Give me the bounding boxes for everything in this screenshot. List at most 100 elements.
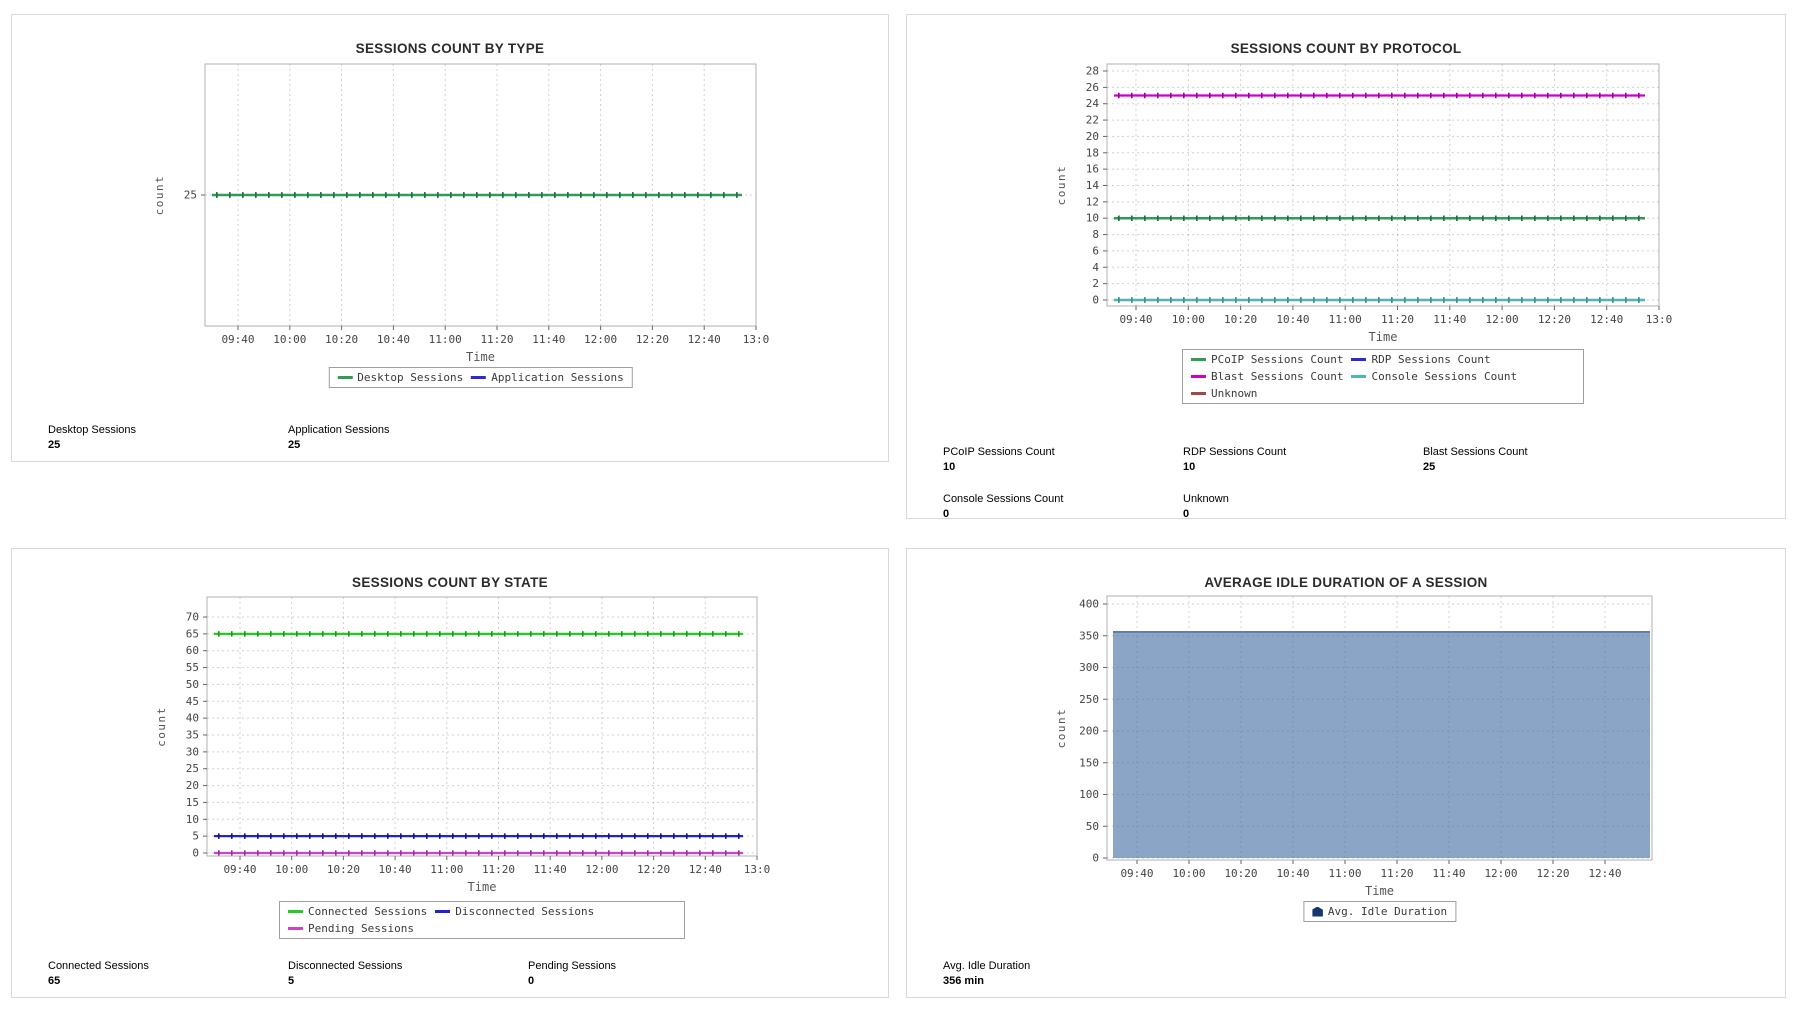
summary-stat-label: Pending Sessions (528, 960, 617, 972)
summary-stat: RDP Sessions Count 10 (1183, 445, 1423, 474)
x-axis-tick-label: 12:40 (1588, 867, 1621, 880)
summary-stat-label: RDP Sessions Count (1183, 446, 1287, 458)
x-axis-tick-label: 10:20 (1224, 313, 1257, 326)
legend-line-swatch (435, 910, 451, 913)
x-axis-tick-label: 10:40 (1276, 867, 1309, 880)
summary-stat-label: Disconnected Sessions (288, 960, 403, 972)
x-axis-tick-label: 12:00 (584, 333, 617, 346)
legend-line-swatch (471, 376, 487, 379)
y-axis-tick-label: 24 (1086, 97, 1100, 110)
legend-item: Avg. Idle Duration (1311, 905, 1447, 918)
y-axis-tick-label: 5 (192, 830, 199, 843)
chart-legend: Connected Sessions Disconnected Sessions P… (279, 901, 685, 939)
summary-stat-label: Blast Sessions Count (1423, 446, 1528, 458)
legend-line-swatch (1191, 358, 1206, 361)
summary-stat: Connected Sessions 65 (48, 959, 288, 988)
summary-stat: Blast Sessions Count 25 (1423, 445, 1663, 474)
y-axis-tick-label: 30 (186, 745, 199, 758)
x-axis-tick-label: 12:40 (1590, 313, 1623, 326)
x-axis-tick-label: 12:00 (1486, 313, 1519, 326)
y-axis-tick-label: 16 (1086, 163, 1099, 176)
summary-stat-value: 356 min (943, 975, 984, 987)
chart-legend: Avg. Idle Duration (1302, 901, 1457, 922)
axis-label-count: count (1055, 165, 1068, 206)
y-axis-tick-label: 6 (1092, 244, 1099, 257)
x-axis-tick-label: 09:40 (1119, 313, 1152, 326)
summary-stat: Unknown 0 (1183, 492, 1423, 521)
x-axis-tick-label: 12:00 (1484, 867, 1517, 880)
y-axis-tick-label: 0 (1092, 294, 1099, 307)
chart-summary: Connected Sessions 65 Disconnected Session… (48, 959, 872, 988)
legend-label: Connected Sessions (308, 905, 428, 918)
x-axis-tick-label: 10:00 (1172, 313, 1205, 326)
legend-item: Desktop Sessions (337, 371, 463, 384)
x-axis-tick-label: 12:40 (688, 333, 721, 346)
legend-item: Console Sessions Count (1351, 370, 1517, 383)
summary-stat-value: 5 (288, 975, 295, 987)
y-axis-tick-label: 2 (1092, 277, 1099, 290)
y-axis-tick-label: 0 (1092, 852, 1099, 865)
axis-label-time: Time (1369, 330, 1398, 344)
x-axis-tick-label: 12:20 (1538, 313, 1571, 326)
x-axis-tick-label: 10:40 (379, 863, 412, 876)
y-axis-tick-label: 350 (1079, 629, 1099, 642)
y-axis-tick-label: 25 (186, 762, 199, 775)
axis-label-count: count (153, 175, 166, 216)
summary-stat-value: 65 (48, 975, 61, 987)
chart-summary: Avg. Idle Duration 356 min (943, 959, 1769, 988)
x-axis-tick-label: 12:20 (636, 333, 669, 346)
series-area-avg-idle-duration (1113, 631, 1650, 858)
y-axis-tick-label: 14 (1086, 179, 1100, 192)
summary-stat-value: 10 (1183, 461, 1196, 473)
y-axis-tick-label: 65 (186, 627, 199, 640)
summary-stat: PCoIP Sessions Count 10 (943, 445, 1183, 474)
legend-item: RDP Sessions Count (1351, 353, 1491, 366)
legend-label: Disconnected Sessions (455, 905, 595, 918)
x-axis-tick-label: 11:00 (430, 863, 463, 876)
x-axis-tick-label: 11:00 (1328, 867, 1361, 880)
x-axis-tick-label: 10:20 (327, 863, 360, 876)
legend-label: Blast Sessions Count (1211, 370, 1344, 383)
summary-stat: Pending Sessions 0 (528, 959, 768, 988)
x-axis-tick-label: 10:40 (1276, 313, 1309, 326)
legend-line-swatch (1191, 375, 1206, 378)
x-axis-tick-label: 10:00 (1172, 867, 1205, 880)
x-axis-tick-label: 10:00 (273, 333, 306, 346)
legend-area-icon (1311, 906, 1323, 917)
summary-stat: Console Sessions Count 0 (943, 492, 1183, 521)
y-axis-tick-label: 300 (1079, 661, 1099, 674)
axis-label-time: Time (468, 880, 497, 894)
x-axis-tick-label: 10:40 (377, 333, 410, 346)
x-axis-tick-label: 09:40 (221, 333, 254, 346)
axis-label-time: Time (466, 350, 495, 364)
summary-stat-value: 25 (1423, 461, 1436, 473)
legend-line-swatch (288, 910, 303, 913)
x-axis-tick-label: 11:40 (1433, 313, 1466, 326)
y-axis-tick-label: 50 (186, 678, 199, 691)
legend-label: PCoIP Sessions Count (1211, 353, 1344, 366)
plot-border (1106, 595, 1653, 861)
y-axis-tick-label: 25 (184, 189, 197, 202)
chart-legend: PCoIP Sessions Count RDP Sessions Count Bl… (1182, 349, 1584, 404)
y-axis-tick-label: 4 (1092, 261, 1099, 274)
x-axis-tick-label: 10:00 (275, 863, 308, 876)
legend-label: Desktop Sessions (357, 371, 464, 384)
x-axis-tick-label: 11:00 (429, 333, 462, 346)
y-axis-tick-label: 22 (1086, 114, 1099, 127)
x-axis-tick-label: 11:20 (1380, 867, 1413, 880)
summary-stat-value: 0 (1183, 508, 1190, 520)
y-axis-tick-label: 12 (1086, 195, 1099, 208)
axis-label-count: count (1055, 708, 1068, 749)
x-axis-tick-label: 13:0 (1646, 313, 1673, 326)
summary-stat: Avg. Idle Duration 356 min (943, 959, 1183, 988)
y-axis-tick-label: 45 (186, 695, 199, 708)
x-axis-tick-label: 11:00 (1329, 313, 1362, 326)
legend-item: Connected Sessions (288, 905, 427, 918)
y-axis-tick-label: 200 (1079, 725, 1099, 738)
summary-stat-label: Application Sessions (288, 424, 390, 436)
y-axis-tick-label: 10 (1086, 212, 1099, 225)
summary-stat: Desktop Sessions 25 (48, 423, 288, 452)
legend-label: Pending Sessions (308, 922, 414, 935)
x-axis-tick-label: 10:20 (325, 333, 358, 346)
legend-item: Unknown (1191, 387, 1257, 400)
